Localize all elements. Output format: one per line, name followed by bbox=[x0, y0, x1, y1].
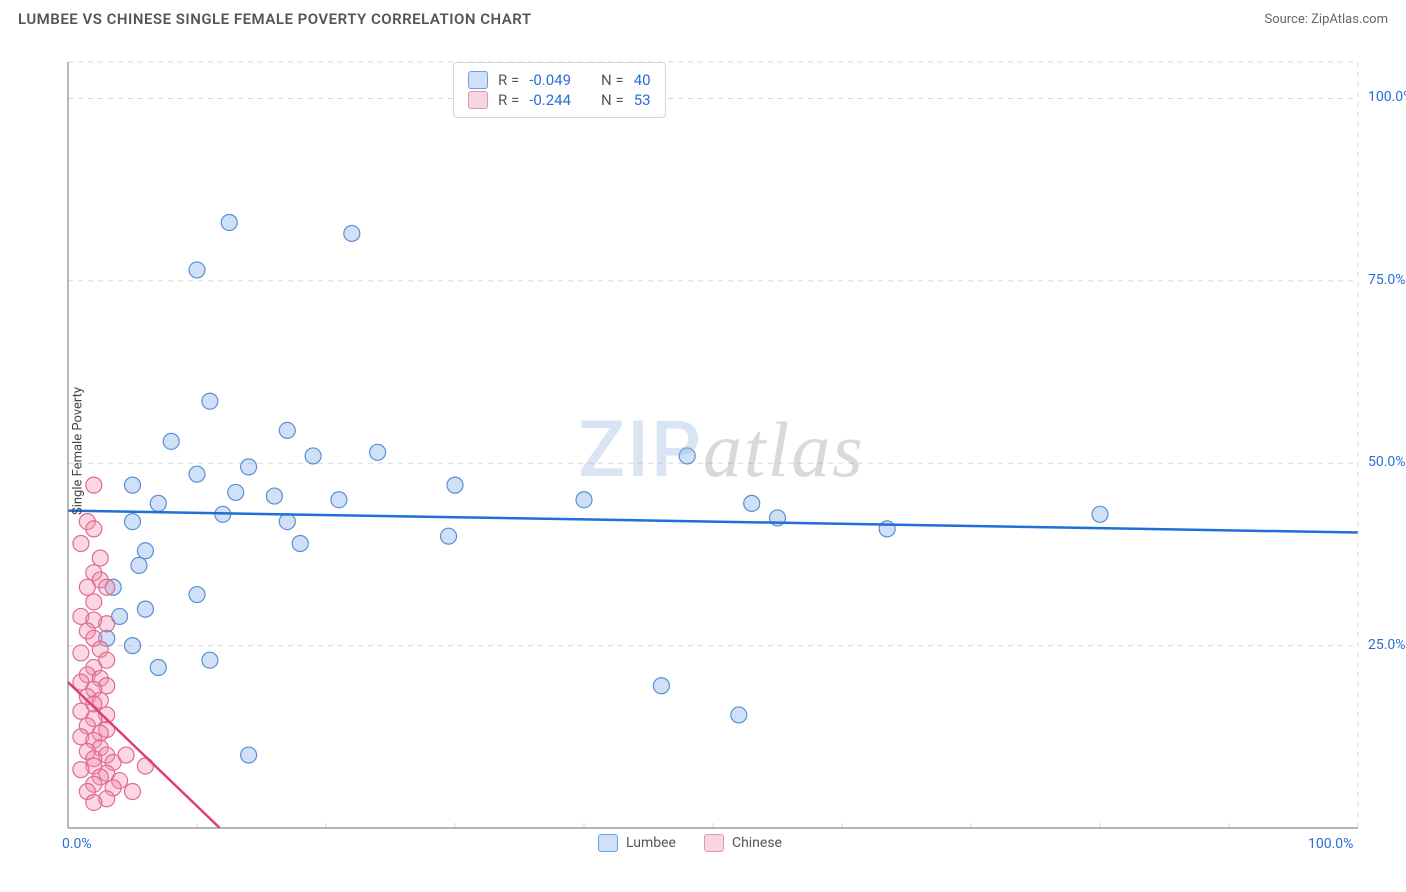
data-point bbox=[576, 492, 592, 508]
data-point bbox=[266, 488, 282, 504]
data-point bbox=[1092, 506, 1108, 522]
data-point bbox=[279, 422, 295, 438]
data-point bbox=[86, 477, 102, 493]
data-point bbox=[150, 495, 166, 511]
data-point bbox=[86, 521, 102, 537]
data-point bbox=[731, 707, 747, 723]
data-point bbox=[202, 393, 218, 409]
data-point bbox=[241, 747, 257, 763]
chart-source: Source: ZipAtlas.com bbox=[1264, 12, 1388, 27]
trend-line bbox=[68, 511, 1358, 533]
data-point bbox=[653, 678, 669, 694]
stat-r-label: R = bbox=[498, 91, 519, 109]
data-point bbox=[131, 557, 147, 573]
data-point bbox=[150, 660, 166, 676]
series-name: Chinese bbox=[732, 835, 782, 851]
data-point bbox=[118, 747, 134, 763]
series-legend-item: Chinese bbox=[704, 834, 782, 852]
stat-n-value: 40 bbox=[634, 71, 651, 89]
data-point bbox=[279, 514, 295, 530]
data-point bbox=[79, 579, 95, 595]
stats-legend-row: R = -0.244 N = 53 bbox=[468, 91, 651, 109]
legend-swatch bbox=[598, 834, 618, 852]
y-tick-label: 100.0% bbox=[1368, 89, 1406, 105]
data-point bbox=[92, 550, 108, 566]
data-point bbox=[744, 495, 760, 511]
y-tick-label: 50.0% bbox=[1368, 454, 1406, 470]
data-point bbox=[137, 543, 153, 559]
y-axis-label: Single Female Poverty bbox=[71, 387, 86, 515]
data-point bbox=[305, 448, 321, 464]
chart-area: Single Female Poverty ZIPatlas R =-0.049… bbox=[18, 40, 1388, 862]
stat-n-label: N = bbox=[601, 71, 624, 89]
y-tick-label: 75.0% bbox=[1368, 272, 1406, 288]
data-point bbox=[125, 477, 141, 493]
data-point bbox=[344, 225, 360, 241]
data-point bbox=[189, 587, 205, 603]
data-point bbox=[202, 652, 218, 668]
data-point bbox=[125, 784, 141, 800]
data-point bbox=[441, 528, 457, 544]
data-point bbox=[99, 616, 115, 632]
data-point bbox=[241, 459, 257, 475]
x-tick-label: 0.0% bbox=[62, 836, 92, 852]
data-point bbox=[73, 645, 89, 661]
legend-swatch bbox=[468, 71, 488, 89]
data-point bbox=[99, 579, 115, 595]
data-point bbox=[447, 477, 463, 493]
stat-n-label: N = bbox=[601, 91, 624, 109]
series-name: Lumbee bbox=[626, 835, 676, 851]
data-point bbox=[125, 638, 141, 654]
data-point bbox=[163, 433, 179, 449]
stat-n-value: 53 bbox=[634, 91, 651, 109]
data-point bbox=[679, 448, 695, 464]
data-point bbox=[370, 444, 386, 460]
series-legend: Lumbee Chinese bbox=[598, 834, 782, 852]
data-point bbox=[331, 492, 347, 508]
legend-swatch bbox=[704, 834, 724, 852]
data-point bbox=[125, 514, 141, 530]
data-point bbox=[189, 262, 205, 278]
data-point bbox=[292, 535, 308, 551]
y-tick-label: 25.0% bbox=[1368, 637, 1406, 653]
chart-title: LUMBEE VS CHINESE SINGLE FEMALE POVERTY … bbox=[18, 10, 532, 28]
stats-legend-row: R = -0.049 N = 40 bbox=[468, 71, 651, 89]
scatter-chart bbox=[18, 40, 1388, 862]
data-point bbox=[86, 594, 102, 610]
stat-r-value: -0.244 bbox=[529, 91, 571, 109]
legend-swatch bbox=[468, 91, 488, 109]
data-point bbox=[221, 214, 237, 230]
stat-r-value: -0.049 bbox=[529, 71, 571, 89]
series-legend-item: Lumbee bbox=[598, 834, 676, 852]
stats-legend: R = -0.049 N = 40 R = -0.244 N = 53 bbox=[453, 62, 666, 118]
chart-header: LUMBEE VS CHINESE SINGLE FEMALE POVERTY … bbox=[0, 0, 1406, 34]
data-point bbox=[73, 535, 89, 551]
data-point bbox=[86, 794, 102, 810]
data-point bbox=[73, 762, 89, 778]
data-point bbox=[137, 601, 153, 617]
data-point bbox=[189, 466, 205, 482]
stat-r-label: R = bbox=[498, 71, 519, 89]
data-point bbox=[228, 484, 244, 500]
x-tick-label: 100.0% bbox=[1308, 836, 1353, 852]
